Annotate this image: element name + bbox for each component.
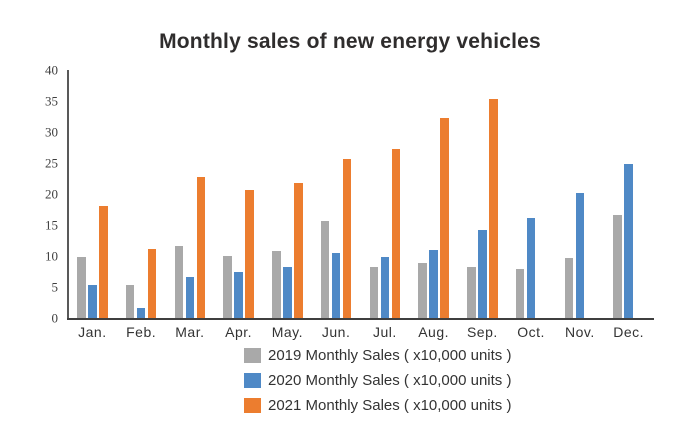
bar-2020-jan bbox=[88, 284, 97, 318]
x-category-label: May. bbox=[271, 324, 304, 340]
legend-swatch-2021 bbox=[244, 398, 261, 413]
bar-2019-mar bbox=[174, 246, 184, 318]
x-category-label: Apr. bbox=[225, 324, 253, 340]
y-tick-label: 35 bbox=[45, 93, 58, 109]
bar-2021-jul bbox=[391, 149, 401, 318]
bar-2021-jun bbox=[342, 158, 352, 318]
y-tick-label: 25 bbox=[45, 155, 58, 171]
bar-2021-feb bbox=[147, 249, 157, 318]
y-tick-label: 10 bbox=[45, 248, 58, 264]
legend-row-2019: 2019 Monthly Sales ( x10,000 units ) bbox=[244, 343, 511, 368]
bar-2020-jul bbox=[380, 257, 390, 318]
bar-2020-apr bbox=[234, 272, 243, 318]
bar-2019-feb bbox=[125, 284, 135, 318]
bar-2021-apr bbox=[245, 190, 254, 318]
bar-2020-jun bbox=[331, 252, 341, 318]
bar-2020-dec bbox=[624, 163, 633, 318]
x-category-label: Sep. bbox=[466, 324, 498, 340]
y-tick-label: 40 bbox=[45, 62, 58, 78]
bar-2019-nov bbox=[564, 257, 574, 318]
bar-2019-jul bbox=[369, 266, 379, 318]
x-category-label: Feb. bbox=[126, 324, 157, 340]
bar-2019-sep bbox=[467, 267, 476, 318]
legend-swatch-2019 bbox=[244, 348, 261, 363]
y-tick-label: 0 bbox=[51, 310, 59, 326]
x-category-label: Aug. bbox=[418, 324, 450, 340]
bar-2020-aug bbox=[429, 249, 438, 318]
y-axis-line bbox=[67, 70, 69, 318]
legend-label-2019: 2019 Monthly Sales ( x10,000 units ) bbox=[268, 347, 512, 364]
x-category-label: Mar. bbox=[175, 324, 205, 340]
x-category-label: Dec. bbox=[613, 324, 645, 340]
bar-2021-sep bbox=[489, 98, 498, 318]
bar-2019-aug bbox=[418, 263, 427, 318]
legend: 2019 Monthly Sales ( x10,000 units ) 2020… bbox=[244, 343, 511, 418]
bar-2019-oct bbox=[515, 269, 525, 318]
bar-2020-may bbox=[283, 267, 292, 318]
legend-label-2020: 2020 Monthly Sales ( x10,000 units ) bbox=[268, 372, 512, 389]
legend-row-2021: 2021 Monthly Sales ( x10,000 units ) bbox=[244, 393, 511, 418]
x-axis-line bbox=[67, 318, 654, 320]
bar-2020-nov bbox=[575, 193, 585, 318]
y-tick-label: 15 bbox=[45, 217, 58, 233]
bar-2020-feb bbox=[136, 308, 146, 318]
bar-2019-apr bbox=[223, 256, 232, 318]
legend-label-2021: 2021 Monthly Sales ( x10,000 units ) bbox=[268, 397, 512, 414]
bar-2019-jun bbox=[320, 221, 330, 318]
chart-title: Monthly sales of new energy vehicles bbox=[159, 30, 541, 53]
x-category-label: Jul. bbox=[372, 324, 397, 340]
bar-2020-mar bbox=[185, 277, 195, 318]
bar-2019-dec bbox=[613, 215, 622, 318]
x-category-label: Oct. bbox=[517, 324, 545, 340]
y-tick-label: 20 bbox=[45, 186, 58, 202]
x-category-label: Nov. bbox=[565, 324, 595, 340]
bar-2021-jan bbox=[99, 206, 108, 318]
bar-2019-jan bbox=[77, 257, 86, 318]
legend-row-2020: 2020 Monthly Sales ( x10,000 units ) bbox=[244, 368, 511, 393]
bar-2019-may bbox=[272, 251, 281, 318]
plot-area: 0 5 10 15 20 25 30 35 40 Jan. Feb. Mar. Apr. May. Jun.… bbox=[45, 64, 654, 340]
x-category-label: Jan. bbox=[78, 324, 107, 340]
x-category-label: Jun. bbox=[321, 324, 351, 340]
bar-2020-sep bbox=[478, 229, 487, 318]
y-tick-label: 5 bbox=[51, 279, 59, 295]
legend-swatch-2020 bbox=[244, 373, 261, 388]
y-tick-label: 30 bbox=[45, 124, 58, 140]
bar-2021-mar bbox=[196, 176, 206, 318]
bar-2021-may bbox=[294, 182, 303, 318]
bar-2021-aug bbox=[440, 118, 449, 318]
bar-2020-oct bbox=[526, 218, 536, 318]
